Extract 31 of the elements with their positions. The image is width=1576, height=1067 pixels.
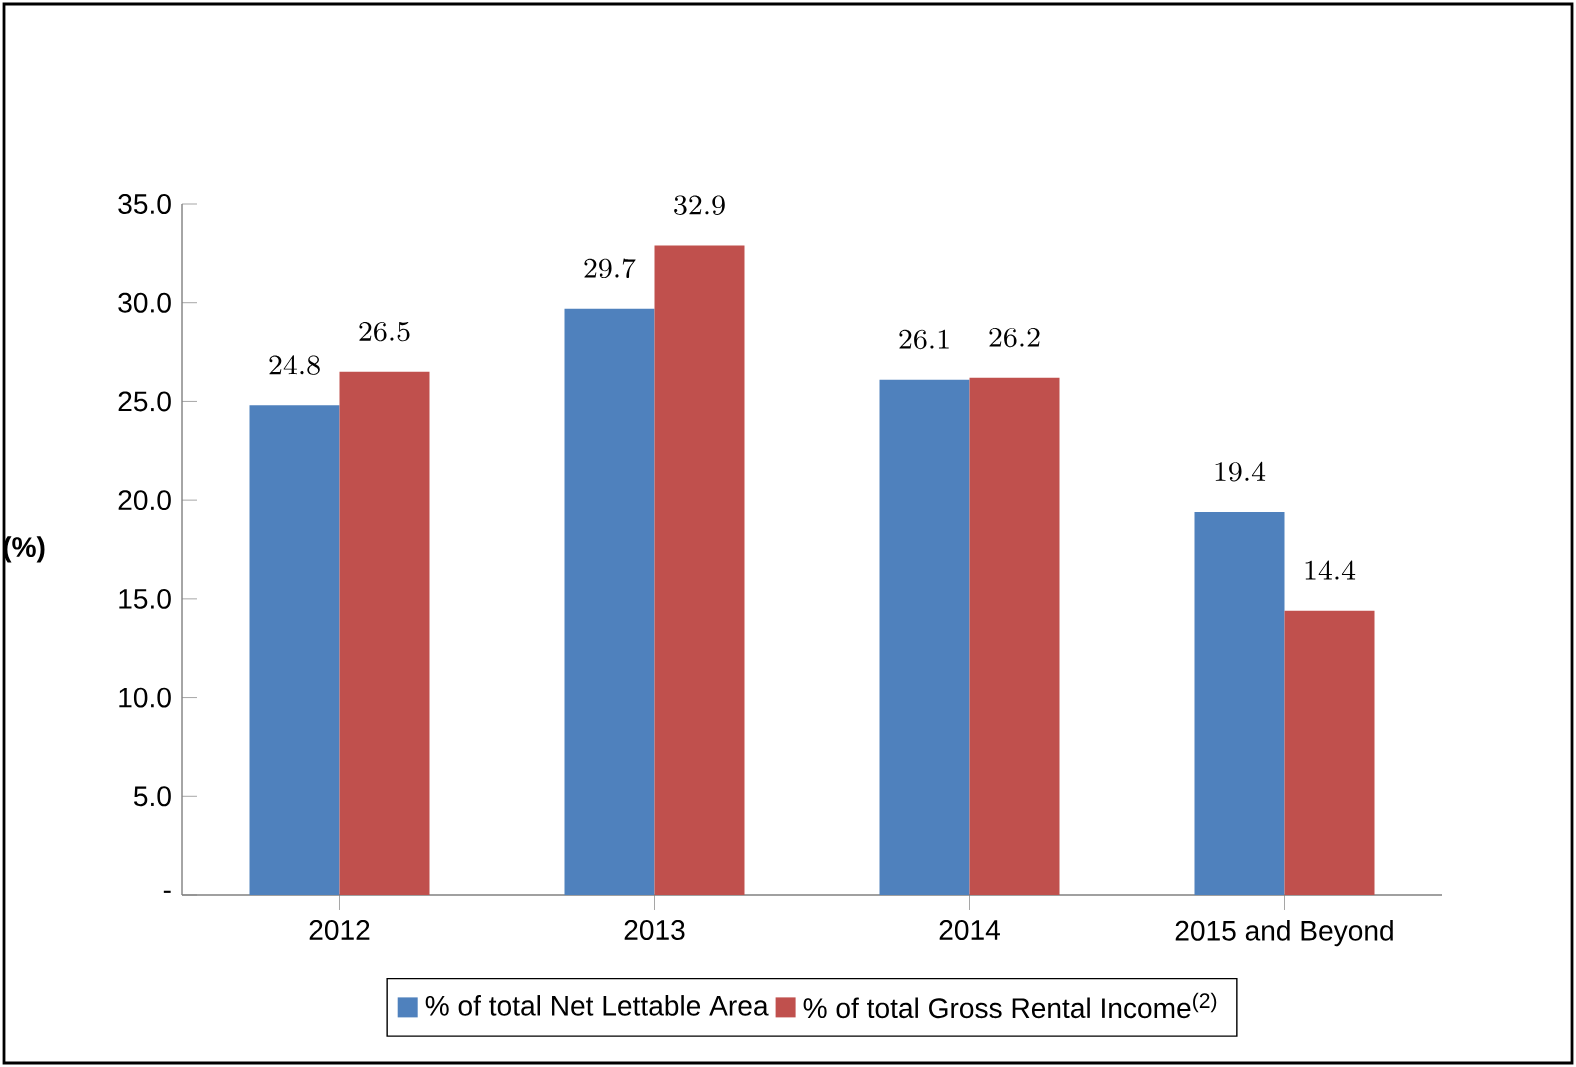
data-label: 32.9 [674,195,725,215]
legend-label: % of total Gross Rental Income$^{(2)}$ [803,992,1217,1019]
data-label: 26. 1 [899,329,949,350]
data-label: 24.8 [269,355,320,375]
data-label: 14.4 [1305,560,1356,580]
y-tick-label: 30.0 [118,292,171,313]
bar [879,379,970,895]
data-label: 26.2 [989,327,1040,348]
data-label: 29.7 [584,258,636,279]
y-tick-label: 20.0 [118,490,171,511]
bar [249,405,340,895]
bar [339,371,430,895]
bar [564,308,655,895]
x-tick-label: 2015 and Beyond [1175,920,1393,947]
x-tick-label: 2012 [309,920,370,940]
bar [1284,610,1375,895]
x-tick-label: 2013 [624,920,685,940]
legend-label: % of total Net Lettable Area [425,995,769,1016]
y-tick-label: 35.0 [118,194,171,214]
y-axis-title: (%) [3,536,45,563]
data-label: 19.4 [1215,461,1266,482]
data-label: 26.5 [359,321,410,342]
y-tick-label: 15.0 [119,588,171,609]
x-tick-label: 2014 [939,920,1000,940]
bar [654,245,745,895]
y-tick-label: 10.0 [119,687,171,708]
y-tick-label: - [163,890,171,893]
bar [1194,511,1285,895]
bar [969,377,1060,895]
y-tick-label: 5.0 [133,786,171,807]
y-tick-label: 25.0 [118,391,171,412]
